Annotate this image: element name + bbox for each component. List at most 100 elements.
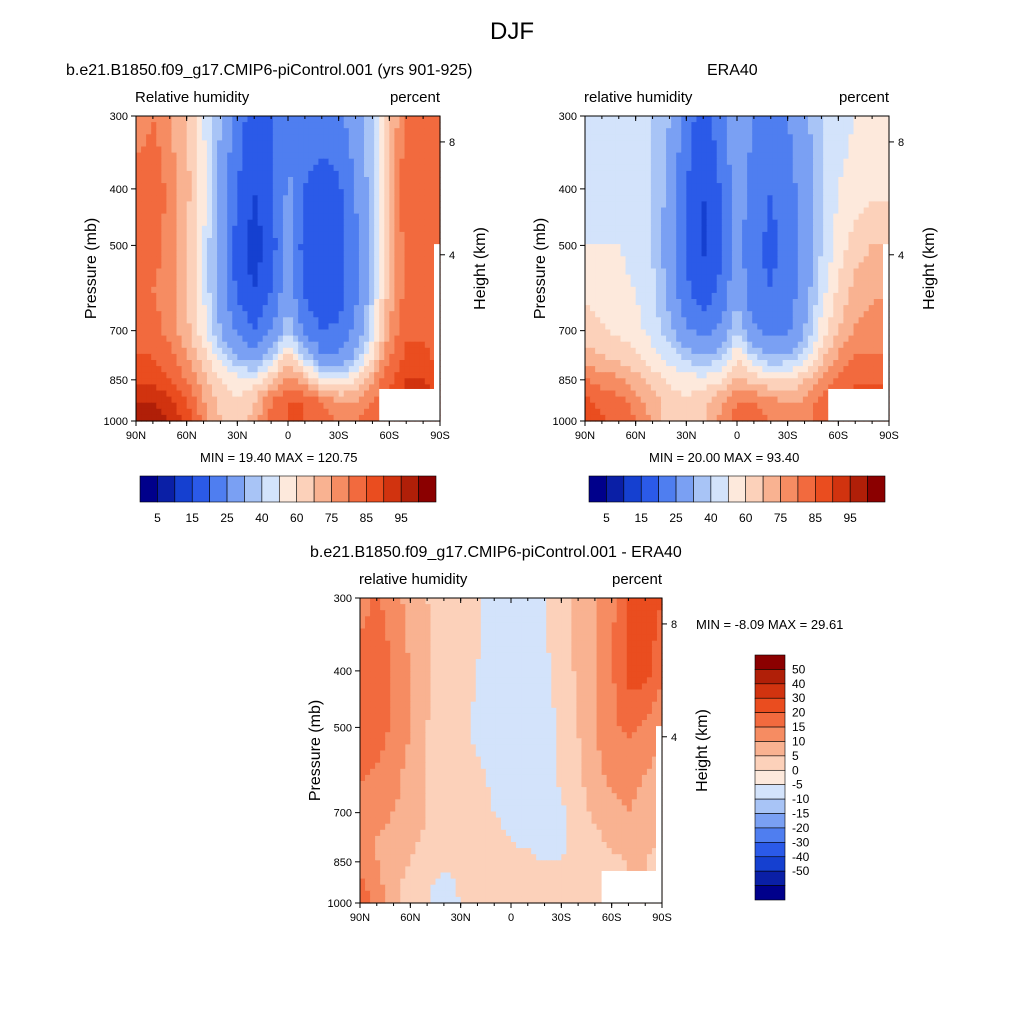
contour-cell bbox=[353, 207, 360, 215]
contour-cell bbox=[374, 360, 380, 367]
contour-cell bbox=[404, 195, 411, 202]
contour-cell bbox=[333, 122, 340, 129]
contour-cell bbox=[288, 353, 294, 361]
contour-cell bbox=[655, 219, 662, 227]
contour-cell bbox=[338, 152, 345, 160]
contour-cell bbox=[620, 183, 627, 190]
contour-cell bbox=[298, 323, 304, 331]
contour-cell bbox=[590, 305, 596, 312]
contour-cell bbox=[873, 213, 880, 221]
contour-cell bbox=[242, 347, 249, 355]
contour-cell bbox=[343, 274, 350, 282]
contour-cell bbox=[303, 238, 309, 245]
contour-cell bbox=[863, 201, 870, 209]
contour-cell bbox=[318, 201, 325, 209]
contour-cell bbox=[691, 268, 698, 276]
contour-cell bbox=[605, 213, 611, 221]
contour-cell bbox=[424, 195, 431, 202]
contour-cell bbox=[414, 158, 421, 166]
contour-cell bbox=[650, 201, 657, 209]
contour-cell bbox=[635, 274, 642, 282]
contour-cell bbox=[232, 353, 238, 361]
contour-cell bbox=[752, 280, 758, 288]
contour-cell bbox=[711, 250, 718, 257]
contour-cell bbox=[429, 335, 436, 343]
contour-cell bbox=[585, 213, 591, 221]
contour-cell bbox=[136, 219, 142, 227]
contour-cell bbox=[414, 360, 421, 367]
contour-cell bbox=[186, 335, 193, 343]
contour-cell bbox=[136, 238, 142, 245]
contour-cell bbox=[696, 292, 703, 300]
contour-cell bbox=[620, 219, 627, 227]
contour-cell bbox=[242, 311, 249, 318]
contour-cell bbox=[777, 250, 784, 257]
contour-cell bbox=[353, 292, 360, 300]
contour-cell bbox=[343, 250, 350, 257]
contour-cell bbox=[298, 402, 304, 410]
contour-cell bbox=[313, 402, 319, 410]
contour-cell bbox=[252, 384, 259, 392]
contour-cell bbox=[610, 140, 616, 148]
contour-cell bbox=[151, 402, 157, 410]
contour-cell bbox=[600, 305, 606, 312]
contour-cell bbox=[206, 231, 213, 239]
contour-cell bbox=[747, 183, 753, 190]
contour-cell bbox=[171, 280, 178, 288]
contour-cell bbox=[858, 164, 865, 172]
contour-cell bbox=[767, 122, 774, 129]
contour-cell bbox=[429, 292, 436, 300]
contour-cell bbox=[252, 292, 259, 300]
contour-cell bbox=[318, 384, 325, 392]
contour-cell bbox=[257, 116, 264, 123]
contour-cell bbox=[595, 183, 601, 190]
contour-cell bbox=[242, 207, 249, 215]
contour-cell bbox=[590, 134, 596, 141]
contour-cell bbox=[610, 116, 616, 123]
contour-cell bbox=[227, 177, 233, 184]
contour-cell bbox=[247, 238, 254, 245]
contour-cell bbox=[429, 244, 436, 251]
contour-cell bbox=[318, 317, 325, 324]
contour-cell bbox=[277, 286, 284, 294]
contour-cell bbox=[389, 335, 395, 343]
contour-cell bbox=[288, 414, 294, 422]
contour-cell bbox=[610, 256, 616, 263]
contour-cell bbox=[635, 177, 642, 184]
contour-cell bbox=[257, 378, 264, 385]
contour-field bbox=[136, 116, 441, 422]
contour-cell bbox=[196, 146, 203, 154]
contour-cell bbox=[676, 146, 682, 154]
contour-cell bbox=[196, 134, 203, 141]
contour-cell bbox=[404, 274, 411, 282]
contour-cell bbox=[166, 177, 173, 184]
contour-cell bbox=[186, 341, 193, 349]
contour-cell bbox=[762, 128, 768, 135]
contour-cell bbox=[308, 378, 314, 385]
contour-cell bbox=[201, 280, 208, 288]
contour-cell bbox=[318, 372, 325, 379]
contour-cell bbox=[379, 134, 385, 141]
contour-cell bbox=[661, 189, 667, 196]
contour-cell bbox=[328, 305, 335, 312]
contour-cell bbox=[156, 134, 162, 141]
contour-cell bbox=[772, 238, 779, 245]
contour-cell bbox=[823, 164, 829, 172]
contour-cell bbox=[181, 256, 188, 263]
contour-cell bbox=[681, 250, 687, 257]
contour-cell bbox=[222, 384, 228, 392]
contour-cell bbox=[257, 244, 264, 251]
contour-cell bbox=[186, 402, 193, 410]
contour-cell bbox=[823, 268, 829, 276]
contour-cell bbox=[384, 207, 390, 215]
contour-cell bbox=[772, 231, 779, 239]
contour-cell bbox=[136, 396, 142, 404]
contour-cell bbox=[374, 335, 380, 343]
contour-cell bbox=[424, 305, 431, 312]
contour-cell bbox=[802, 238, 809, 245]
contour-cell bbox=[747, 207, 753, 215]
contour-cell bbox=[399, 152, 406, 160]
contour-cell bbox=[671, 305, 677, 312]
contour-cell bbox=[277, 195, 284, 202]
contour-cell bbox=[313, 408, 319, 416]
